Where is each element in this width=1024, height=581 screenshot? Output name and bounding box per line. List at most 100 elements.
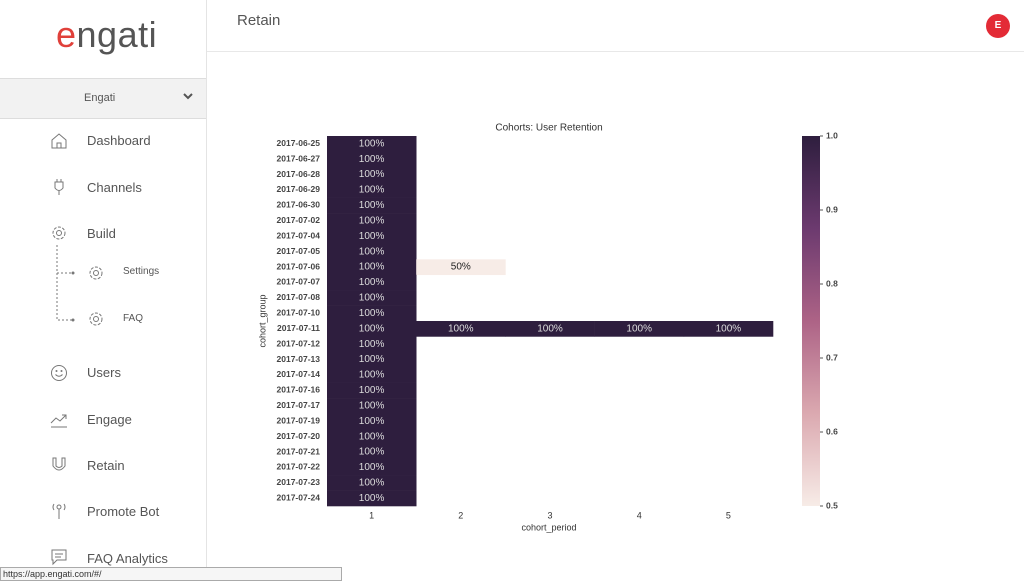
y-tick-label: 2017-07-08 xyxy=(277,292,321,302)
cell-label: 100% xyxy=(359,493,385,504)
nav-subitem[interactable]: FAQ xyxy=(123,313,144,324)
heatmap-cell xyxy=(327,305,417,322)
icon xyxy=(50,414,67,428)
icon xyxy=(52,457,66,471)
icon xyxy=(51,133,67,149)
cell-label: 100% xyxy=(359,308,385,319)
icon xyxy=(89,312,103,326)
heatmap-cell xyxy=(327,444,417,461)
cell-label: 100% xyxy=(359,385,385,396)
heatmap-cell xyxy=(416,259,506,276)
cell-label: 100% xyxy=(359,169,385,180)
sidebar: engati Engati Dashboard Channels Build S… xyxy=(0,0,207,581)
cell-label: 50% xyxy=(451,262,471,273)
x-tick-label: 2 xyxy=(458,510,463,520)
y-tick-label: 2017-06-30 xyxy=(277,200,321,210)
icon xyxy=(89,266,103,280)
workspace-name: Engati xyxy=(84,92,116,104)
y-tick-label: 2017-07-10 xyxy=(277,308,321,318)
heatmap-cell xyxy=(327,166,417,183)
colorbar-tick-label: 0.9 xyxy=(826,204,838,214)
cell-label: 100% xyxy=(359,339,385,350)
y-tick-label: 2017-07-21 xyxy=(277,446,321,456)
y-tick-label: 2017-07-05 xyxy=(277,246,321,256)
y-tick-label: 2017-06-25 xyxy=(277,138,321,148)
cell-label: 100% xyxy=(359,400,385,411)
heatmap-cell xyxy=(327,151,417,168)
x-tick-label: 5 xyxy=(726,510,731,520)
icon xyxy=(54,179,64,195)
cell-label: 100% xyxy=(359,215,385,226)
y-tick-label: 2017-06-29 xyxy=(277,184,321,194)
x-tick-label: 4 xyxy=(637,510,642,520)
chart-title: Cohorts: User Retention xyxy=(495,123,602,134)
x-tick-label: 1 xyxy=(369,510,374,520)
nav-item[interactable]: FAQ Analytics xyxy=(87,551,168,566)
page-title: Retain xyxy=(237,12,281,29)
nav-item[interactable]: Build xyxy=(87,226,116,241)
cell-label: 100% xyxy=(359,431,385,442)
nav-item[interactable]: Promote Bot xyxy=(87,504,160,519)
colorbar-tick-label: 0.6 xyxy=(826,426,838,436)
y-tick-label: 2017-07-23 xyxy=(277,477,321,487)
nav-item[interactable]: Dashboard xyxy=(87,133,151,148)
heatmap-cell xyxy=(327,459,417,476)
x-tick-label: 3 xyxy=(547,510,552,520)
nav-subitem[interactable]: Settings xyxy=(123,266,160,277)
heatmap-cell xyxy=(327,413,417,430)
cell-label: 100% xyxy=(448,323,474,334)
avatar[interactable]: E xyxy=(986,14,1010,38)
y-tick-label: 2017-07-20 xyxy=(277,431,321,441)
icon xyxy=(52,503,66,519)
y-tick-label: 2017-06-28 xyxy=(277,169,321,179)
cell-label: 100% xyxy=(359,262,385,273)
heatmap-cell xyxy=(327,475,417,491)
nav-item[interactable]: Engage xyxy=(87,412,132,427)
tree-lines xyxy=(56,245,75,322)
nav-item[interactable]: Retain xyxy=(87,458,125,473)
cell-label: 100% xyxy=(359,185,385,196)
heatmap-cell xyxy=(327,382,417,399)
cell-label: 100% xyxy=(359,138,385,149)
heatmap-cell xyxy=(327,228,417,245)
y-tick-label: 2017-07-02 xyxy=(277,215,321,225)
y-tick-label: 2017-07-16 xyxy=(277,385,321,395)
colorbar-tick-label: 0.7 xyxy=(826,352,838,362)
heatmap-cell xyxy=(327,336,417,353)
y-tick-label: 2017-06-27 xyxy=(277,153,321,163)
heatmap-cell xyxy=(327,274,417,291)
heatmap-cell xyxy=(327,321,417,337)
cell-label: 100% xyxy=(716,323,742,334)
heatmap-cell xyxy=(327,351,417,368)
icon xyxy=(51,549,67,566)
heatmap-cell xyxy=(327,213,417,229)
heatmap-cell xyxy=(327,428,417,445)
y-tick-label: 2017-07-11 xyxy=(277,323,320,333)
chevron xyxy=(183,93,193,100)
icon xyxy=(52,226,66,240)
cell-label: 100% xyxy=(359,416,385,427)
cell-label: 100% xyxy=(359,231,385,242)
cell-label: 100% xyxy=(359,478,385,489)
heatmap-cell xyxy=(327,367,417,383)
nav-item[interactable]: Channels xyxy=(87,180,142,195)
y-tick-label: 2017-07-22 xyxy=(277,462,321,472)
icon xyxy=(51,365,67,381)
cell-label: 100% xyxy=(359,293,385,304)
colorbar-tick-label: 1.0 xyxy=(826,130,838,140)
cell-label: 100% xyxy=(537,323,563,334)
y-tick-label: 2017-07-06 xyxy=(277,261,321,271)
y-tick-label: 2017-07-07 xyxy=(277,277,321,287)
status-bar: https://app.engati.com/#/ xyxy=(0,567,342,581)
y-tick-label: 2017-07-04 xyxy=(277,230,321,240)
workspace-select[interactable]: Engati xyxy=(0,78,206,119)
header: Retain xyxy=(207,0,1024,52)
heatmap-cell xyxy=(683,321,774,337)
cell-label: 100% xyxy=(359,447,385,458)
heatmap-cell xyxy=(416,321,506,337)
y-tick-label: 2017-07-12 xyxy=(277,338,321,348)
y-tick-label: 2017-07-17 xyxy=(277,400,321,410)
nav-item[interactable]: Users xyxy=(87,365,121,380)
logo[interactable]: engati xyxy=(56,14,158,55)
cell-label: 100% xyxy=(359,323,385,334)
